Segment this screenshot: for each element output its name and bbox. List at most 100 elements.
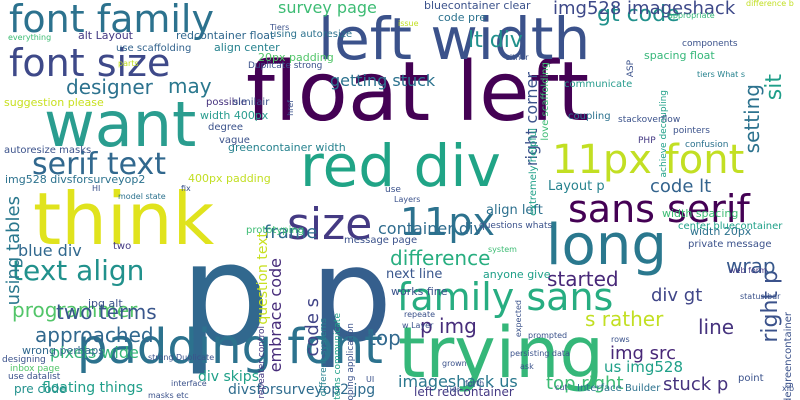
- word: div skips: [198, 369, 259, 385]
- word: right p: [758, 270, 783, 343]
- word: align left: [486, 203, 543, 218]
- word: questions whats: [479, 221, 553, 231]
- word: top: [368, 326, 401, 350]
- word: UI: [366, 375, 375, 384]
- word: p img: [420, 314, 477, 338]
- word: use: [385, 185, 401, 195]
- word: programmer: [12, 298, 138, 322]
- word: model state: [118, 192, 166, 201]
- word: message page: [344, 235, 418, 246]
- word: HI: [92, 184, 101, 193]
- word: next line: [386, 267, 443, 282]
- word: stuck p: [663, 374, 729, 395]
- word: family sans: [397, 275, 614, 319]
- word: possible: [206, 97, 247, 108]
- word: container div: [378, 219, 483, 238]
- word: center bluecontainer: [678, 221, 783, 232]
- word: system: [488, 245, 517, 254]
- word: use datalist: [8, 372, 61, 382]
- word: lt div: [468, 28, 523, 53]
- word: ASP: [626, 60, 636, 78]
- word: float left: [246, 45, 590, 140]
- word: alt Layout: [78, 29, 133, 42]
- word: pixels wide: [50, 343, 139, 362]
- word: using tables: [3, 196, 24, 306]
- word: href: [286, 100, 295, 116]
- word: Duplicate strong: [248, 61, 323, 71]
- word: designing: [2, 355, 46, 365]
- word: p: [310, 219, 393, 371]
- word: web form: [729, 266, 767, 275]
- word: greencontainer width: [228, 141, 346, 154]
- word: Tiers: [270, 23, 290, 32]
- word: font size: [9, 41, 171, 85]
- word: left width: [318, 5, 591, 73]
- word: blue div: [18, 241, 82, 260]
- word: parts: [118, 59, 139, 68]
- word: similair: [233, 97, 270, 108]
- word: expected: [514, 300, 523, 338]
- word: text align: [12, 254, 145, 287]
- word: appropriate: [668, 11, 715, 20]
- word: degree: [208, 122, 244, 133]
- word: Layers: [394, 195, 421, 204]
- word: developing application: [346, 323, 356, 400]
- word: components: [682, 39, 738, 49]
- word: code pre: [438, 11, 487, 24]
- word: serif text: [32, 147, 167, 182]
- word: img src: [610, 343, 676, 364]
- word: autoresize masks: [4, 145, 92, 156]
- word: sans serif: [568, 187, 750, 231]
- word: jpg alt: [88, 297, 123, 310]
- word: suggestion please: [4, 96, 104, 109]
- word: cut: [555, 383, 568, 392]
- word: use scaffolding: [116, 43, 192, 54]
- word: stackoverflow: [618, 115, 681, 125]
- word: padding font: [77, 319, 383, 375]
- word: setting: [740, 84, 764, 154]
- word: rows: [611, 335, 630, 344]
- word: inbox page: [10, 364, 60, 374]
- word: top right: [546, 373, 624, 394]
- word: designer: [66, 75, 153, 99]
- word: PHP: [638, 136, 656, 146]
- word: question text: [255, 232, 271, 325]
- word: two terms: [56, 300, 157, 324]
- word: may: [168, 74, 212, 98]
- word: issue: [398, 19, 419, 28]
- word: survey page: [278, 0, 377, 17]
- word: wrong perhaps: [22, 344, 104, 357]
- word: vague: [219, 135, 250, 146]
- word: pre code: [14, 382, 67, 396]
- word: strong Duplicate: [148, 353, 215, 362]
- word: width 400px: [200, 109, 269, 122]
- word: systems communicate: [333, 313, 343, 400]
- word: 400px padding: [188, 172, 271, 185]
- word: coupling: [568, 111, 611, 122]
- word: frame: [264, 222, 318, 243]
- word: 11px font: [552, 137, 745, 183]
- word: point: [738, 373, 764, 384]
- word: grown: [442, 359, 467, 368]
- word: 20px padding: [258, 51, 334, 64]
- word: confusion: [685, 140, 729, 150]
- word: started: [547, 267, 619, 291]
- word: fix: [181, 184, 191, 193]
- word: long: [546, 213, 667, 278]
- word: trying: [398, 312, 604, 394]
- word: size: [287, 199, 373, 250]
- word: tiers What s: [697, 70, 746, 79]
- word: extremely helpful: [528, 128, 539, 216]
- word: anyone give: [483, 268, 551, 281]
- word: two: [113, 241, 132, 252]
- word: prompted: [528, 331, 568, 340]
- word: us img528: [604, 358, 684, 376]
- word: bluecontainer clear: [424, 0, 531, 12]
- word: getting stuck: [330, 71, 436, 90]
- word: achieve decoupling: [659, 90, 669, 178]
- word: imageshack us: [398, 372, 518, 391]
- word: approached: [35, 323, 154, 347]
- word: either: [505, 53, 529, 62]
- word: width spacing: [662, 207, 739, 220]
